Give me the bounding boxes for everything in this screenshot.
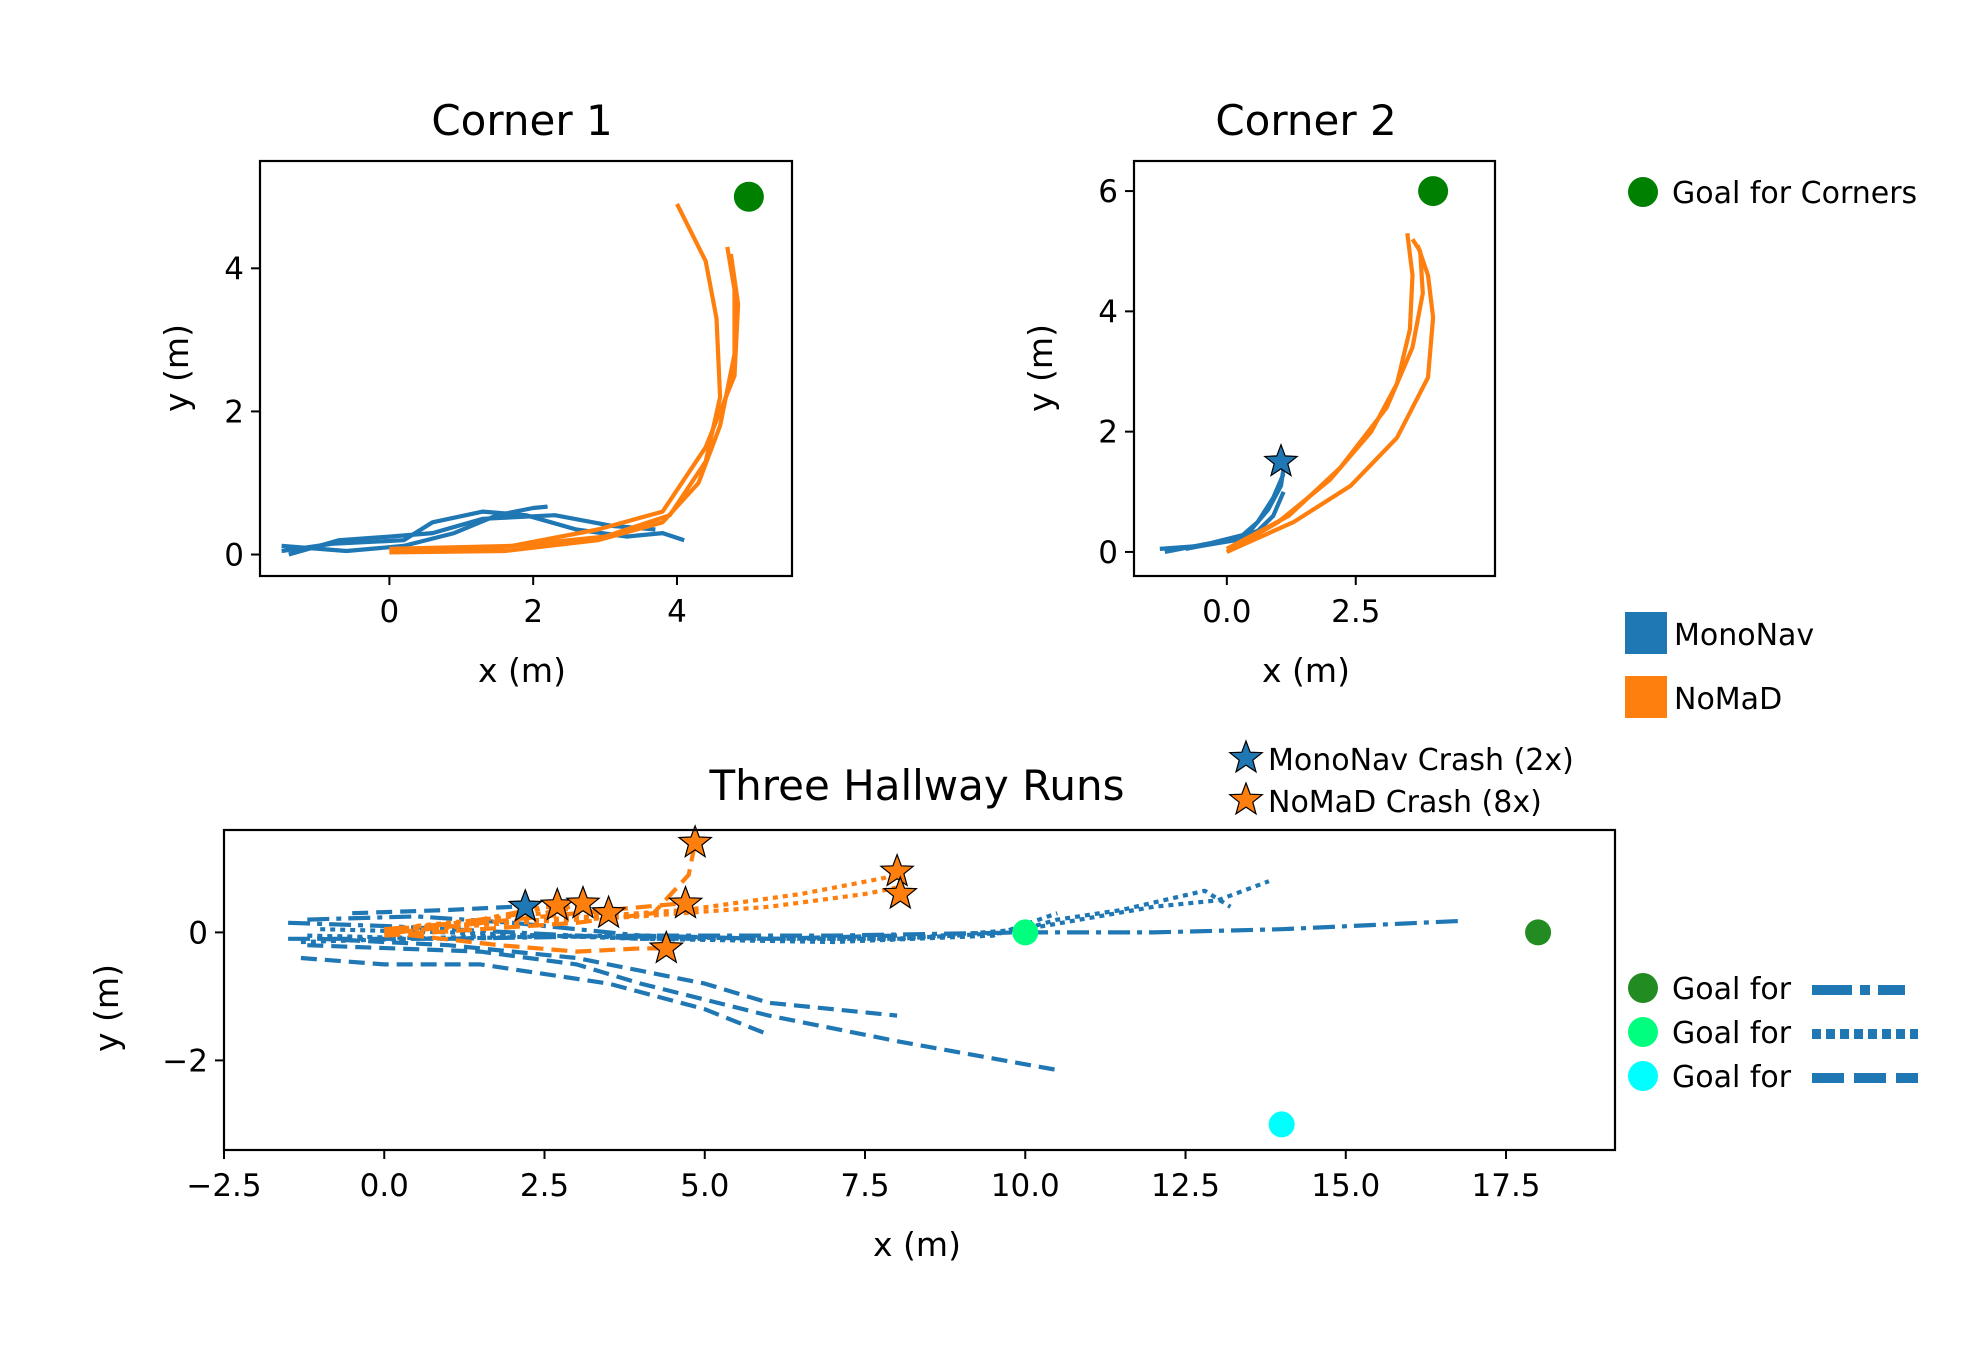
corner-2-xlabel: x (m): [1262, 651, 1350, 690]
x-tick-label: 17.5: [1472, 1168, 1541, 1204]
hallway-title: Three Hallway Runs: [708, 761, 1124, 810]
mononav-trajectory-dotted: [300, 879, 1270, 945]
corner-1-xlabel: x (m): [478, 651, 566, 690]
x-tick-label: 7.5: [840, 1168, 889, 1204]
x-tick-label: 0: [380, 594, 400, 630]
x-tick-label: 2.5: [1331, 594, 1380, 630]
nomad-trajectory-dashed: [396, 901, 680, 935]
legend-goal-dashed-label: Goal for: [1672, 1060, 1792, 1095]
corner-1-plot: Corner 1 x (m) y (m) 0 2 4 0 2 4: [157, 96, 794, 690]
x-tick-label: 0.0: [360, 1168, 409, 1204]
nomad-crash-star: [882, 875, 919, 910]
y-tick-label: 6: [1098, 174, 1118, 210]
nomad-crash-star: [677, 824, 713, 859]
legend-mononav-crash-star: [1228, 739, 1264, 774]
legend-goal-dashdot-label: Goal for: [1672, 972, 1792, 1007]
hallway-xlabel: x (m): [873, 1225, 961, 1264]
corner-2-title: Corner 2: [1215, 96, 1396, 145]
legend-goal-corners-label: Goal for Corners: [1672, 176, 1917, 211]
goal-dashed-marker: [1268, 1111, 1295, 1138]
legend-hallway-goals: Goal for Goal for Goal for: [1628, 972, 1918, 1095]
legend-nomad-crash-star: [1228, 781, 1264, 816]
mononav-trajectory-dashed: [307, 943, 1058, 1073]
mononav-trajectory-solid: [281, 504, 548, 554]
plot-frame: [258, 159, 794, 578]
legend-goal-corners: Goal for Corners: [1628, 176, 1917, 211]
hallway-plot: Three Hallway Runs x (m) y (m) −2.5 0.0 2.…: [87, 761, 1617, 1264]
plot-frame: [222, 828, 1617, 1152]
x-tick-label: 5.0: [680, 1168, 729, 1204]
mononav-trajectory-dashed: [300, 955, 770, 1037]
nomad-crash-star: [565, 884, 601, 919]
x-tick-label: −2.5: [186, 1168, 261, 1204]
goal-dotted-marker: [1012, 919, 1039, 946]
x-tick-label: 15.0: [1311, 1168, 1380, 1204]
nomad-crash-star: [648, 929, 685, 964]
nomad-trajectory-dashed: [384, 842, 698, 938]
nomad-trajectory-dotted: [384, 869, 899, 932]
plot-frame: [1132, 159, 1497, 578]
x-tick-label: 2: [523, 594, 543, 630]
legend-goal-dotted-label: Goal for: [1672, 1016, 1792, 1051]
mononav-trajectory-dashdot: [288, 918, 1462, 941]
x-tick-label: 2.5: [520, 1168, 569, 1204]
x-tick-label: 4: [667, 594, 687, 630]
legend-nomad-crash-label: NoMaD Crash (8x): [1268, 785, 1542, 820]
nomad-trajectory-solid: [389, 253, 741, 551]
hallway-ylabel: y (m): [87, 964, 126, 1052]
y-tick-label: 0: [1098, 535, 1118, 571]
legend-nomad-crash-marker: [1228, 781, 1264, 816]
y-tick-label: 0: [188, 915, 208, 951]
y-tick-label: −2: [162, 1043, 208, 1079]
mononav-crash-star: [1263, 442, 1299, 477]
nomad-crash-star: [667, 884, 704, 919]
nomad-crash-star: [879, 852, 915, 887]
mononav-trajectory-solid: [1185, 490, 1286, 551]
nomad-trajectory-solid: [389, 246, 737, 555]
nomad-trajectory-solid: [1225, 244, 1436, 554]
legend-nomad-swatch: [1625, 676, 1667, 718]
legend-goal-dashed-marker: [1628, 1061, 1658, 1091]
x-tick-label: 0.0: [1202, 594, 1251, 630]
corner-1-ylabel: y (m): [157, 324, 196, 412]
legend-goal-dashdot-marker: [1628, 973, 1658, 1003]
goal-marker: [733, 181, 764, 212]
nomad-trajectory-dashed: [384, 930, 667, 954]
y-tick-label: 4: [224, 251, 244, 287]
x-tick-label: 12.5: [1151, 1168, 1220, 1204]
legend-mononav-swatch: [1625, 612, 1667, 654]
nomad-trajectory-dotted: [384, 885, 898, 935]
plot-area: [1159, 232, 1436, 554]
y-tick-label: 2: [224, 394, 244, 430]
legend-methods: MonoNav NoMaD: [1625, 612, 1814, 718]
nomad-crash-star: [590, 894, 627, 929]
plot-area: [281, 202, 741, 557]
mononav-trajectory-dashed: [320, 936, 898, 1018]
legend-nomad-label: NoMaD: [1674, 682, 1782, 717]
plot-area: [288, 842, 1462, 1073]
x-tick-label: 10.0: [991, 1168, 1060, 1204]
legend-goal-dotted-marker: [1628, 1017, 1658, 1047]
goal-marker: [1418, 176, 1449, 207]
corner-1-title: Corner 1: [431, 96, 612, 145]
corner-2-plot: Corner 2 x (m) y (m) 0.0 2.5 0 2 4 6: [1021, 96, 1497, 690]
legend-crash: MonoNav Crash (2x) NoMaD Crash (8x): [1228, 739, 1574, 820]
mononav-trajectory-solid: [288, 513, 656, 557]
goal-dashdot-marker: [1525, 919, 1552, 946]
y-tick-label: 4: [1098, 294, 1118, 330]
legend-mononav-crash-label: MonoNav Crash (2x): [1268, 743, 1574, 778]
legend-goal-corners-marker: [1628, 177, 1658, 207]
legend-mononav-crash-marker: [1228, 739, 1264, 774]
mononav-trajectory-dashed: [352, 904, 513, 916]
legend-mononav-label: MonoNav: [1674, 618, 1814, 653]
y-tick-label: 2: [1098, 415, 1118, 451]
nomad-trajectory-dotted: [416, 901, 584, 929]
corner-2-ylabel: y (m): [1021, 324, 1060, 412]
y-tick-label: 0: [224, 538, 244, 574]
mononav-crash-star: [507, 888, 544, 922]
